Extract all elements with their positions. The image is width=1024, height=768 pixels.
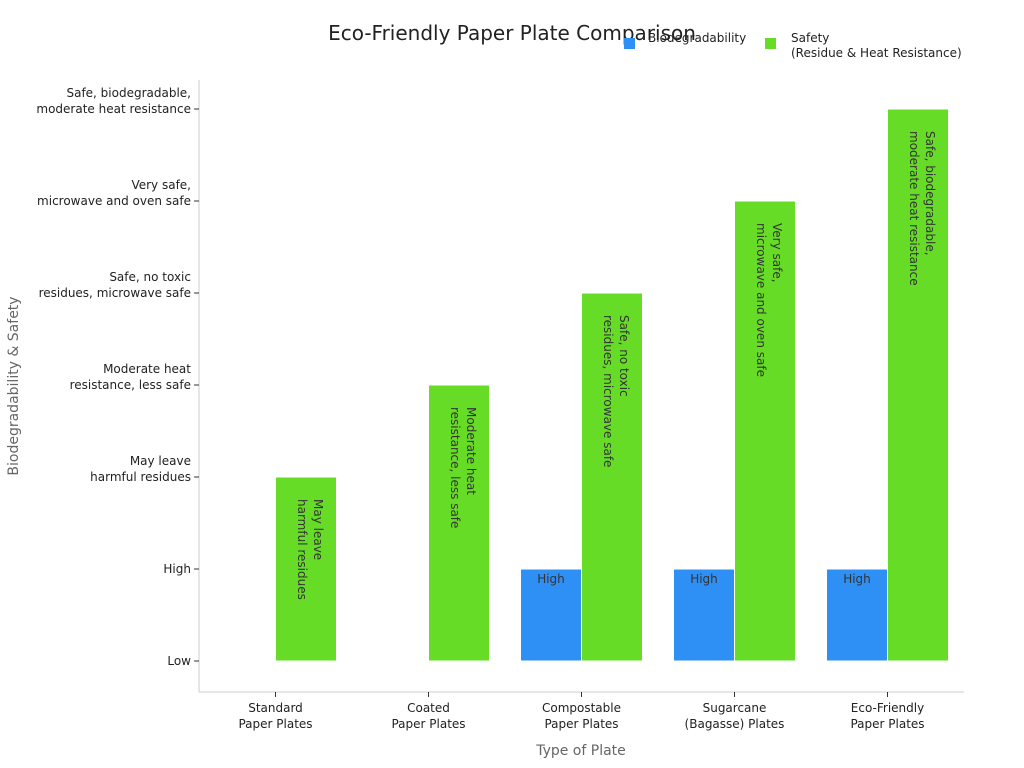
bars: High High High May leaveharmful residues Mod… xyxy=(275,108,949,662)
y-tick-label: Low xyxy=(167,654,191,668)
bar-label: Moderate heatresistance, less safe xyxy=(448,407,478,528)
legend-label: Safety (Residue & Heat Resistance) xyxy=(791,31,962,60)
bar xyxy=(887,108,949,662)
y-tick-label: Very safe, microwave and oven safe xyxy=(37,178,191,208)
bar xyxy=(275,476,337,662)
legend-label: Biodegradability xyxy=(648,31,746,45)
bar xyxy=(826,568,888,662)
bar xyxy=(581,292,643,662)
chart-title: Eco-Friendly Paper Plate Comparison xyxy=(328,21,696,45)
bar xyxy=(734,200,796,662)
x-tick-label: Coated Paper Plates xyxy=(391,701,465,731)
bar-label: Safe, no toxicresidues, microwave safe xyxy=(601,315,631,467)
bar xyxy=(428,384,490,662)
x-tick-label: Compostable Paper Plates xyxy=(542,701,621,731)
bar-label: High xyxy=(843,572,871,586)
y-tick-label: Moderate heat resistance, less safe xyxy=(70,362,192,392)
bar-label: May leaveharmful residues xyxy=(295,499,325,600)
x-tick-label: Eco-Friendly Paper Plates xyxy=(850,701,924,731)
y-tick-label: Safe, biodegradable, moderate heat resist… xyxy=(36,86,191,116)
legend-swatch xyxy=(624,38,635,49)
legend: Biodegradability Safety (Residue & Heat Re… xyxy=(624,31,962,60)
y-axis-label: Biodegradability & Safety xyxy=(6,296,22,475)
axes: Low High May leave harmful residues Moderate… xyxy=(36,80,964,731)
legend-swatch xyxy=(765,38,776,49)
bar-label: High xyxy=(690,572,718,586)
y-tick-label: May leave harmful residues xyxy=(90,454,191,484)
x-tick-label: Sugarcane (Bagasse) Plates xyxy=(685,701,785,731)
y-tick-label: High xyxy=(163,562,191,576)
bar-label: Very safe,microwave and oven safe xyxy=(754,223,784,377)
bar-label: High xyxy=(537,572,565,586)
x-axis-label: Type of Plate xyxy=(535,743,626,759)
y-tick-label: Safe, no toxic residues, microwave safe xyxy=(39,270,191,300)
x-tick-label: Standard Paper Plates xyxy=(238,701,312,731)
bar-label: Safe, biodegradable,moderate heat resist… xyxy=(907,131,937,286)
